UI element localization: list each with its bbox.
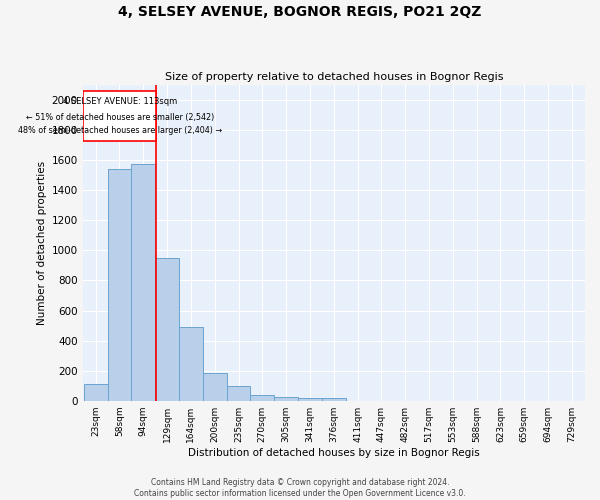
X-axis label: Distribution of detached houses by size in Bognor Regis: Distribution of detached houses by size …	[188, 448, 479, 458]
Y-axis label: Number of detached properties: Number of detached properties	[37, 161, 47, 325]
Title: Size of property relative to detached houses in Bognor Regis: Size of property relative to detached ho…	[164, 72, 503, 82]
Text: 4, SELSEY AVENUE, BOGNOR REGIS, PO21 2QZ: 4, SELSEY AVENUE, BOGNOR REGIS, PO21 2QZ	[118, 5, 482, 19]
Text: Contains HM Land Registry data © Crown copyright and database right 2024.
Contai: Contains HM Land Registry data © Crown c…	[134, 478, 466, 498]
Text: 4 SELSEY AVENUE: 113sqm: 4 SELSEY AVENUE: 113sqm	[63, 98, 177, 106]
Bar	[250, 395, 274, 400]
Bar	[179, 327, 203, 400]
Bar	[155, 258, 179, 400]
Text: 48% of semi-detached houses are larger (2,404) →: 48% of semi-detached houses are larger (…	[18, 126, 222, 136]
Bar	[298, 398, 322, 400]
Bar	[83, 91, 157, 140]
Bar	[227, 386, 250, 400]
Bar	[274, 397, 298, 400]
Bar	[322, 398, 346, 400]
Bar	[203, 373, 227, 400]
Bar	[84, 384, 107, 400]
Bar	[131, 164, 155, 400]
Text: ← 51% of detached houses are smaller (2,542): ← 51% of detached houses are smaller (2,…	[26, 113, 214, 122]
Bar	[107, 169, 131, 400]
